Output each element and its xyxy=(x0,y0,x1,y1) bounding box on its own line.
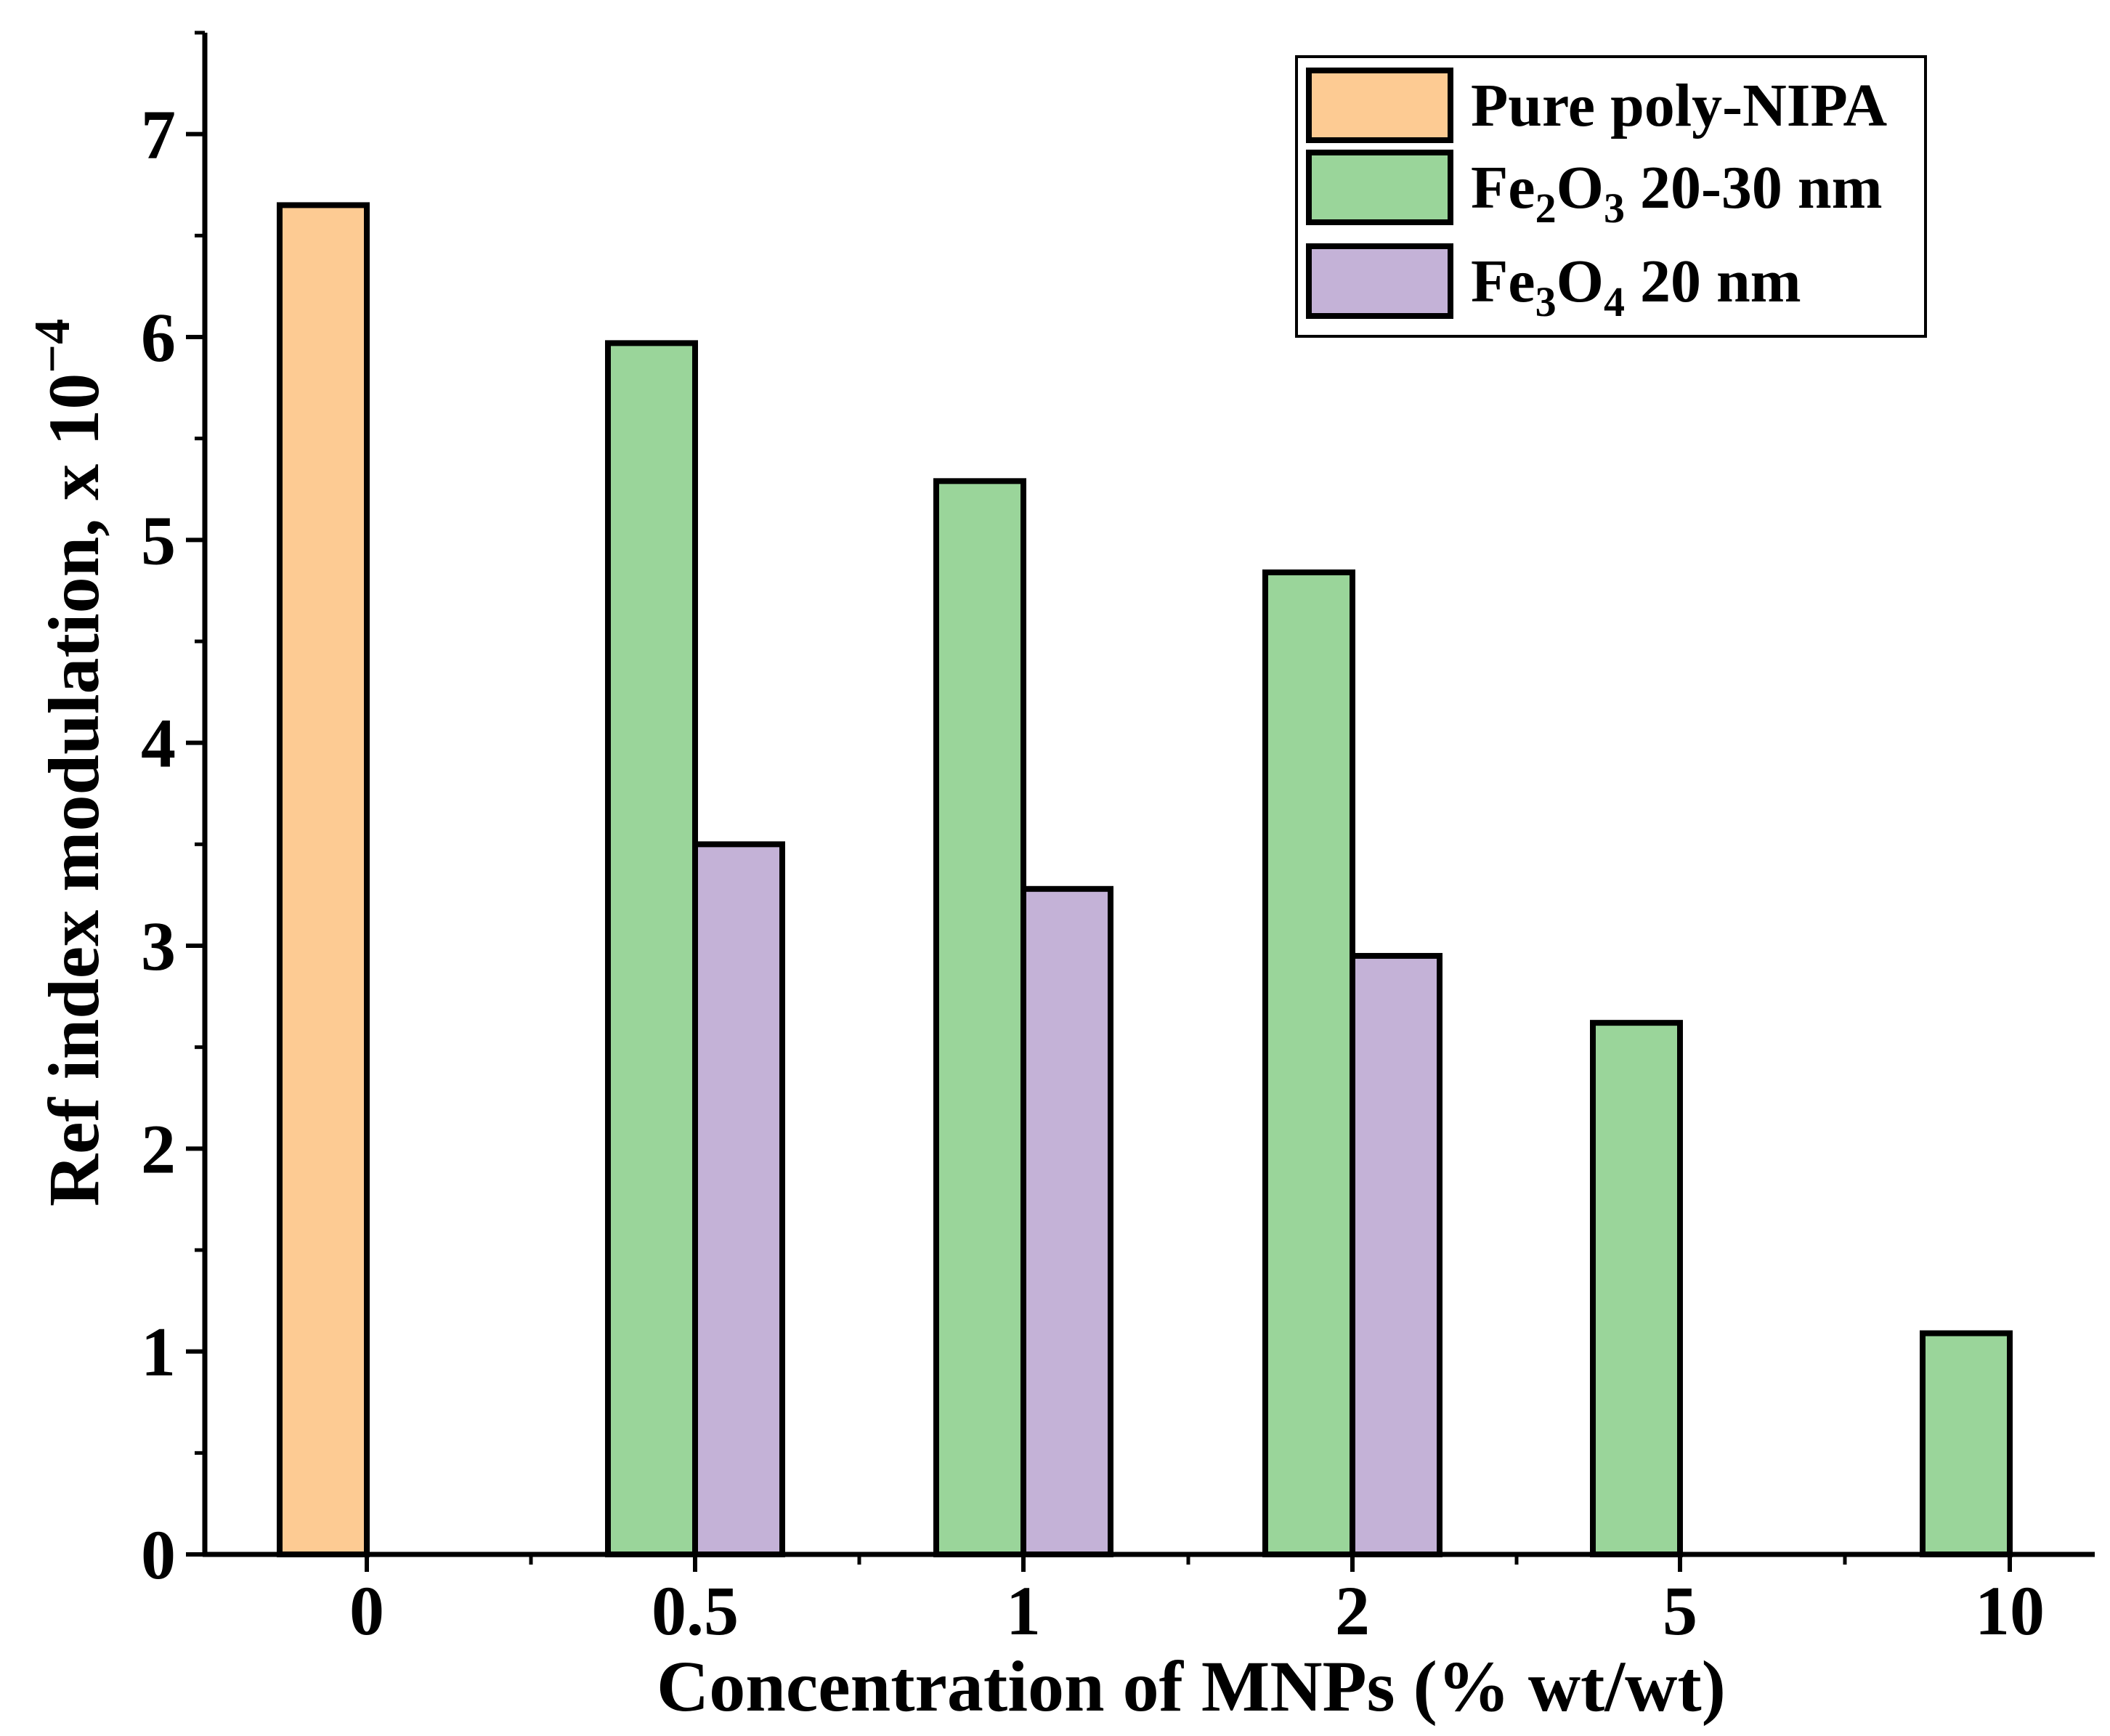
x-tick-label-2: 2 xyxy=(1335,1572,1370,1650)
y-tick-label-5: 5 xyxy=(141,501,176,579)
y-tick-label-3: 3 xyxy=(141,907,176,985)
legend-label-part: 3 xyxy=(1604,184,1625,232)
legend-label-part: 3 xyxy=(1535,278,1557,325)
x-tick-label-0: 0 xyxy=(349,1572,384,1650)
legend-label-part: O xyxy=(1557,154,1604,222)
legend-label-pure-poly-nipa: Pure poly-NIPA xyxy=(1471,72,1888,139)
x-tick-label-5: 5 xyxy=(1663,1572,1697,1650)
bar-pure-poly-nipa-0 xyxy=(277,202,370,1557)
legend-label-part: 20 nm xyxy=(1625,248,1801,315)
y-axis-title: Ref index modulation, x 10−4 xyxy=(25,319,114,1206)
y-tick-label-1: 1 xyxy=(141,1313,176,1391)
bar-fe3o4-20-nm-0.5 xyxy=(692,841,785,1558)
legend-label-part: Fe xyxy=(1471,154,1535,222)
legend-swatch-fe2o3-20-30-nm xyxy=(1306,150,1453,225)
legend-label-part: Fe xyxy=(1471,248,1535,315)
y-tick-label-6: 6 xyxy=(141,299,176,376)
y-axis-title-exponent: −4 xyxy=(25,319,81,373)
bar-fe3o4-20-nm-2 xyxy=(1350,952,1442,1557)
x-tick-label-10: 10 xyxy=(1975,1572,2045,1650)
y-tick-label-7: 7 xyxy=(141,96,176,174)
bar-fe2o3-20-30-nm-10 xyxy=(1920,1330,2013,1557)
legend-label-fe2o3-20-30-nm: Fe2O3 20-30 nm xyxy=(1471,154,1883,232)
x-tick-label-0.5: 0.5 xyxy=(652,1572,739,1650)
legend-label-part: 20-30 nm xyxy=(1625,154,1883,222)
y-tick-label-2: 2 xyxy=(141,1110,176,1188)
bar-fe2o3-20-30-nm-1 xyxy=(933,478,1026,1557)
y-tick-label-0: 0 xyxy=(141,1516,176,1594)
legend-swatch-pure-poly-nipa xyxy=(1306,68,1453,143)
legend-label-part: Pure poly-NIPA xyxy=(1471,72,1888,139)
y-axis-title-text: Ref index modulation, x 10 xyxy=(33,373,114,1206)
legend-label-fe3o4-20-nm: Fe3O4 20 nm xyxy=(1471,248,1801,325)
bar-fe2o3-20-30-nm-0.5 xyxy=(605,340,698,1557)
y-tick-label-4: 4 xyxy=(141,705,176,782)
x-tick-label-1: 1 xyxy=(1006,1572,1041,1650)
legend-label-part: 4 xyxy=(1604,278,1625,325)
legend-label-part: 2 xyxy=(1535,184,1557,232)
x-axis-title: Concentration of MNPs (% wt/wt) xyxy=(657,1646,1726,1727)
legend-label-part: O xyxy=(1557,248,1604,315)
bar-fe2o3-20-30-nm-5 xyxy=(1590,1020,1683,1557)
bar-fe2o3-20-30-nm-2 xyxy=(1262,569,1355,1558)
bars-layer xyxy=(277,202,2013,1558)
bar-fe3o4-20-nm-1 xyxy=(1020,885,1113,1557)
legend-swatch-fe3o4-20-nm xyxy=(1306,243,1453,319)
